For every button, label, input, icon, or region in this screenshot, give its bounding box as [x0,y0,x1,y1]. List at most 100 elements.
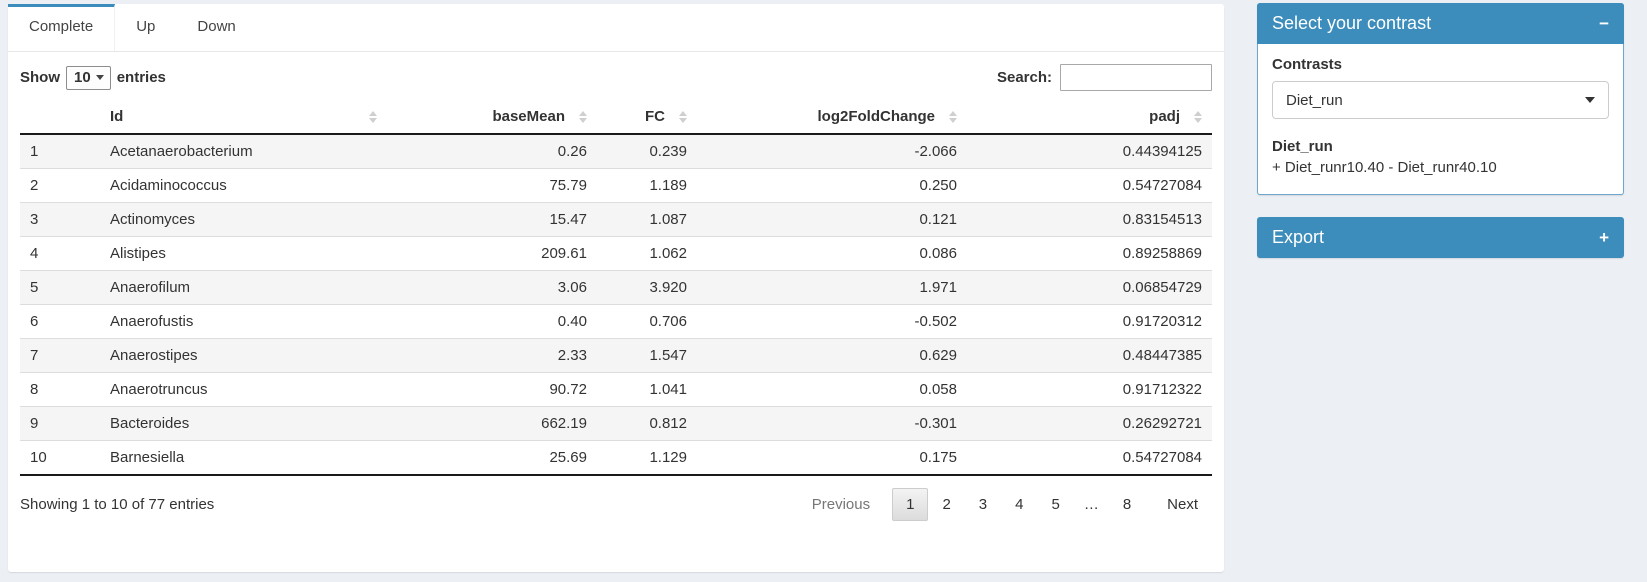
contrast-panel: Select your contrast − Contrasts Diet_ru… [1257,3,1624,195]
cell-id: Acetanaerobacterium [100,134,387,169]
cell-log2foldchange: 0.086 [697,236,967,271]
pagination-page-3[interactable]: 3 [978,496,988,513]
cell-fc: 1.062 [597,236,697,271]
cell-id: Bacteroides [100,406,387,441]
row-index-cell: 7 [20,338,100,373]
pagination-page-2[interactable]: 2 [942,496,951,513]
search-control: Search: [997,64,1212,91]
sort-icon [679,110,687,123]
cell-padj: 0.91720312 [967,304,1212,339]
pagination-next[interactable]: Next [1167,496,1198,513]
row-index-cell: 2 [20,168,100,203]
pagination-page-5[interactable]: 5 [1051,496,1060,513]
cell-id: Actinomyces [100,202,387,237]
export-panel-header[interactable]: Export + [1257,217,1624,258]
table-header-row: Id baseMean FC [20,100,1212,135]
contrast-panel-header[interactable]: Select your contrast − [1257,3,1624,44]
column-header-log2foldchange[interactable]: log2FoldChange [697,100,967,135]
row-index-cell: 4 [20,236,100,271]
column-label: FC [645,108,665,125]
table-row[interactable]: 10 Barnesiella 25.69 1.129 0.175 0.54727084 [20,440,1212,475]
contrast-select[interactable]: Diet_run [1272,81,1609,119]
cell-id: Anaerotruncus [100,372,387,407]
results-card: Complete Up Down Show 10 entries Search: [8,4,1224,572]
sort-icon [1194,110,1202,123]
collapse-plus-icon[interactable]: + [1599,228,1609,247]
pagination-previous[interactable]: Previous [811,496,871,513]
table-info: Showing 1 to 10 of 77 entries [20,496,215,513]
contrasts-label: Contrasts [1272,56,1343,73]
pagination-ellipsis: … [1083,496,1099,513]
row-index-cell: 6 [20,304,100,339]
contrast-select-value: Diet_run [1286,91,1343,109]
cell-basemean: 209.61 [387,236,597,271]
cell-id: Acidaminococcus [100,168,387,203]
collapse-minus-icon[interactable]: − [1599,14,1609,33]
caret-down-icon [95,74,104,80]
table-row[interactable]: 7 Anaerostipes 2.33 1.547 0.629 0.48447385 [20,338,1212,373]
cell-padj: 0.26292721 [967,406,1212,441]
column-header-fc[interactable]: FC [597,100,697,135]
cell-id: Anaerofustis [100,304,387,339]
pagination-page-1[interactable]: 1 [892,488,929,521]
page-length-control: Show 10 entries [20,65,166,90]
column-header-basemean[interactable]: baseMean [387,100,597,135]
tab-bar: Complete Up Down [8,4,1224,52]
contrast-name: Diet_run [1272,138,1333,155]
table-row[interactable]: 3 Actinomyces 15.47 1.087 0.121 0.83154513 [20,202,1212,237]
cell-basemean: 90.72 [387,372,597,407]
table-row[interactable]: 4 Alistipes 209.61 1.062 0.086 0.89258869 [20,236,1212,271]
cell-basemean: 75.79 [387,168,597,203]
table-row[interactable]: 9 Bacteroides 662.19 0.812 -0.301 0.26292721 [20,406,1212,441]
cell-padj: 0.91712322 [967,372,1212,407]
cell-id: Alistipes [100,236,387,271]
cell-log2foldchange: -0.301 [697,406,967,441]
column-label: Id [110,108,124,125]
tab-up[interactable]: Up [136,18,156,35]
table-row[interactable]: 2 Acidaminococcus 75.79 1.189 0.250 0.5472708… [20,168,1212,203]
column-header-id[interactable]: Id [100,100,387,135]
cell-padj: 0.06854729 [967,270,1212,305]
cell-log2foldchange: 0.175 [697,440,967,475]
cell-basemean: 2.33 [387,338,597,373]
cell-fc: 0.239 [597,134,697,169]
pagination-page-4[interactable]: 4 [1015,496,1024,513]
row-index-cell: 1 [20,134,100,169]
tab-down[interactable]: Down [197,18,236,35]
cell-log2foldchange: 0.058 [697,372,967,407]
column-header-index [20,100,100,135]
table-row[interactable]: 8 Anaerotruncus 90.72 1.041 0.058 0.91712322 [20,372,1212,407]
column-label: padj [1149,108,1180,125]
caret-down-icon [1585,97,1595,103]
table-row[interactable]: 6 Anaerofustis 0.40 0.706 -0.502 0.91720312 [20,304,1212,339]
column-label: log2FoldChange [817,108,936,125]
show-label: Show [20,69,60,86]
cell-fc: 1.129 [597,440,697,475]
cell-fc: 3.920 [597,270,697,305]
cell-basemean: 0.26 [387,134,597,169]
cell-fc: 0.812 [597,406,697,441]
pagination-page-8[interactable]: 8 [1122,496,1132,513]
cell-id: Anaerofilum [100,270,387,305]
cell-padj: 0.44394125 [967,134,1212,169]
page-length-value: 10 [74,68,91,86]
sidebar: Select your contrast − Contrasts Diet_ru… [1257,3,1624,258]
cell-padj: 0.89258869 [967,236,1212,271]
table-row[interactable]: 5 Anaerofilum 3.06 3.920 1.971 0.06854729 [20,270,1212,305]
cell-fc: 0.706 [597,304,697,339]
page-length-select[interactable]: 10 [66,65,111,90]
table-row[interactable]: 1 Acetanaerobacterium 0.26 0.239 -2.066 0.443… [20,134,1212,169]
entries-label: entries [116,69,166,86]
cell-log2foldchange: 0.121 [697,202,967,237]
cell-log2foldchange: 1.971 [697,270,967,305]
column-header-padj[interactable]: padj [967,100,1212,135]
cell-fc: 1.547 [597,338,697,373]
sort-icon [369,110,377,123]
cell-basemean: 3.06 [387,270,597,305]
tab-complete[interactable]: Complete [8,4,116,51]
cell-log2foldchange: -0.502 [697,304,967,339]
cell-fc: 1.041 [597,372,697,407]
cell-id: Anaerostipes [100,338,387,373]
search-input[interactable] [1060,64,1212,91]
